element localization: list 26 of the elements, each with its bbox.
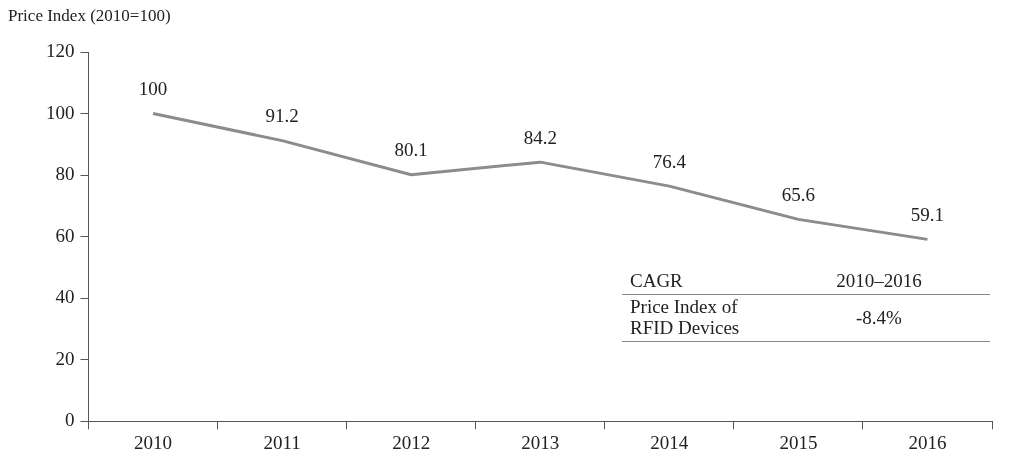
data-label: 65.6 xyxy=(781,183,816,205)
data-label: 84.2 xyxy=(523,126,557,148)
annotation: 2010–2016 xyxy=(768,268,990,295)
x-tick-label: 2014 xyxy=(650,431,689,453)
annotation: -8.4% xyxy=(768,294,990,342)
x-tick-label: 2015 xyxy=(779,431,818,453)
x-tick-label: 2016 xyxy=(908,431,947,453)
y-tick-label: 80 xyxy=(55,163,75,185)
y-tick-label: 120 xyxy=(46,39,75,61)
y-tick-label: 100 xyxy=(46,101,75,123)
y-axis-title: Price Index (2010=100) xyxy=(8,5,171,25)
x-tick-label: 2010 xyxy=(134,431,173,453)
y-tick-label: 60 xyxy=(55,224,75,246)
x-tick-label: 2013 xyxy=(521,431,560,453)
data-label: 59.1 xyxy=(910,203,945,225)
data-label: 91.2 xyxy=(265,105,299,127)
data-label: 100 xyxy=(138,78,168,100)
x-tick-label: 2011 xyxy=(263,431,301,453)
data-label: 80.1 xyxy=(394,139,428,161)
data-label: 76.4 xyxy=(652,150,687,172)
annotation: CAGR xyxy=(622,268,768,295)
x-tick-label: 2012 xyxy=(392,431,431,453)
y-tick-label: 20 xyxy=(55,347,75,369)
y-tick-label: 0 xyxy=(65,409,75,431)
annotation: Price Index of RFID Devices xyxy=(622,294,768,342)
y-tick-label: 40 xyxy=(55,286,75,308)
